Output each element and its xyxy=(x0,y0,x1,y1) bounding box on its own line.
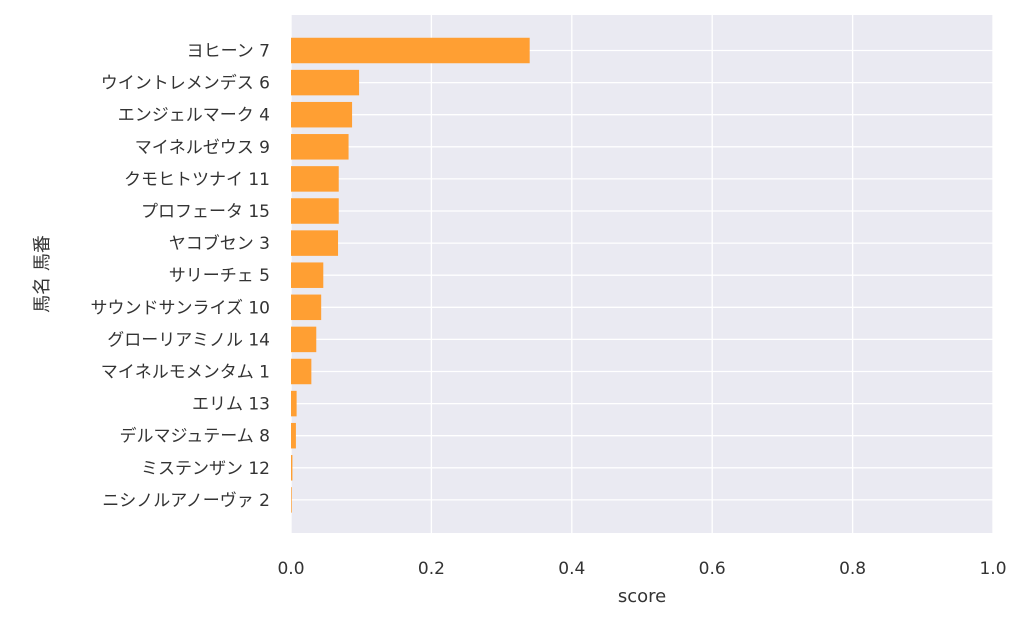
bar xyxy=(291,294,322,321)
bar xyxy=(291,230,339,256)
y-tick-label: ヨヒーン 7 xyxy=(187,42,270,62)
y-tick-label: デルマジュテーム 8 xyxy=(119,426,270,447)
bar xyxy=(291,326,317,353)
y-tick-label: ニシノルアノーヴァ 2 xyxy=(102,491,270,511)
bars xyxy=(291,37,530,513)
x-tick-label: 0.4 xyxy=(558,559,585,579)
bar xyxy=(291,198,339,224)
bar xyxy=(291,101,353,128)
x-tick-label: 0.0 xyxy=(277,559,304,579)
gridlines xyxy=(290,15,994,533)
bar xyxy=(291,487,292,513)
x-tick-label: 1.0 xyxy=(979,559,1006,579)
x-tick-labels: 0.0 0.2 0.4 0.6 0.8 1.0 xyxy=(277,559,1006,579)
y-tick-label: ウイントレメンデス 6 xyxy=(101,73,270,94)
bar xyxy=(291,69,360,96)
y-tick-label: サリーチェ 5 xyxy=(169,266,270,286)
x-tick-label: 0.8 xyxy=(839,559,866,579)
bar xyxy=(291,166,339,192)
y-tick-label: マイネルモメンタム 1 xyxy=(101,363,270,383)
x-axis-label: score xyxy=(618,586,666,607)
x-tick-label: 0.6 xyxy=(699,559,726,579)
bar xyxy=(291,390,297,417)
y-tick-label: エリム 13 xyxy=(192,395,270,415)
y-tick-label: エンジェルマーク 4 xyxy=(118,106,270,126)
bar xyxy=(291,422,296,449)
bar xyxy=(291,455,293,481)
y-tick-label: クモヒトツナイ 11 xyxy=(124,170,270,190)
x-tick-label: 0.2 xyxy=(418,559,445,579)
y-tick-label: プロフェータ 15 xyxy=(141,202,270,222)
y-tick-label: マイネルゼウス 9 xyxy=(135,138,270,158)
bar xyxy=(291,262,324,288)
y-tick-label: ミステンザン 12 xyxy=(141,459,270,479)
y-tick-labels: ヨヒーン 7 ウイントレメンデス 6 エンジェルマーク 4 マイネルゼウス 9 クモヒト… xyxy=(90,42,270,511)
bar xyxy=(291,37,530,64)
y-tick-label: グローリアミノル 14 xyxy=(107,330,270,350)
bar xyxy=(291,134,349,160)
y-axis-label: 馬名 馬番 xyxy=(32,235,53,313)
plot-background xyxy=(291,15,993,533)
y-tick-label: ヤコブセン 3 xyxy=(169,233,270,254)
bar xyxy=(291,358,312,385)
y-tick-label: サウンドサンライズ 10 xyxy=(90,298,270,318)
